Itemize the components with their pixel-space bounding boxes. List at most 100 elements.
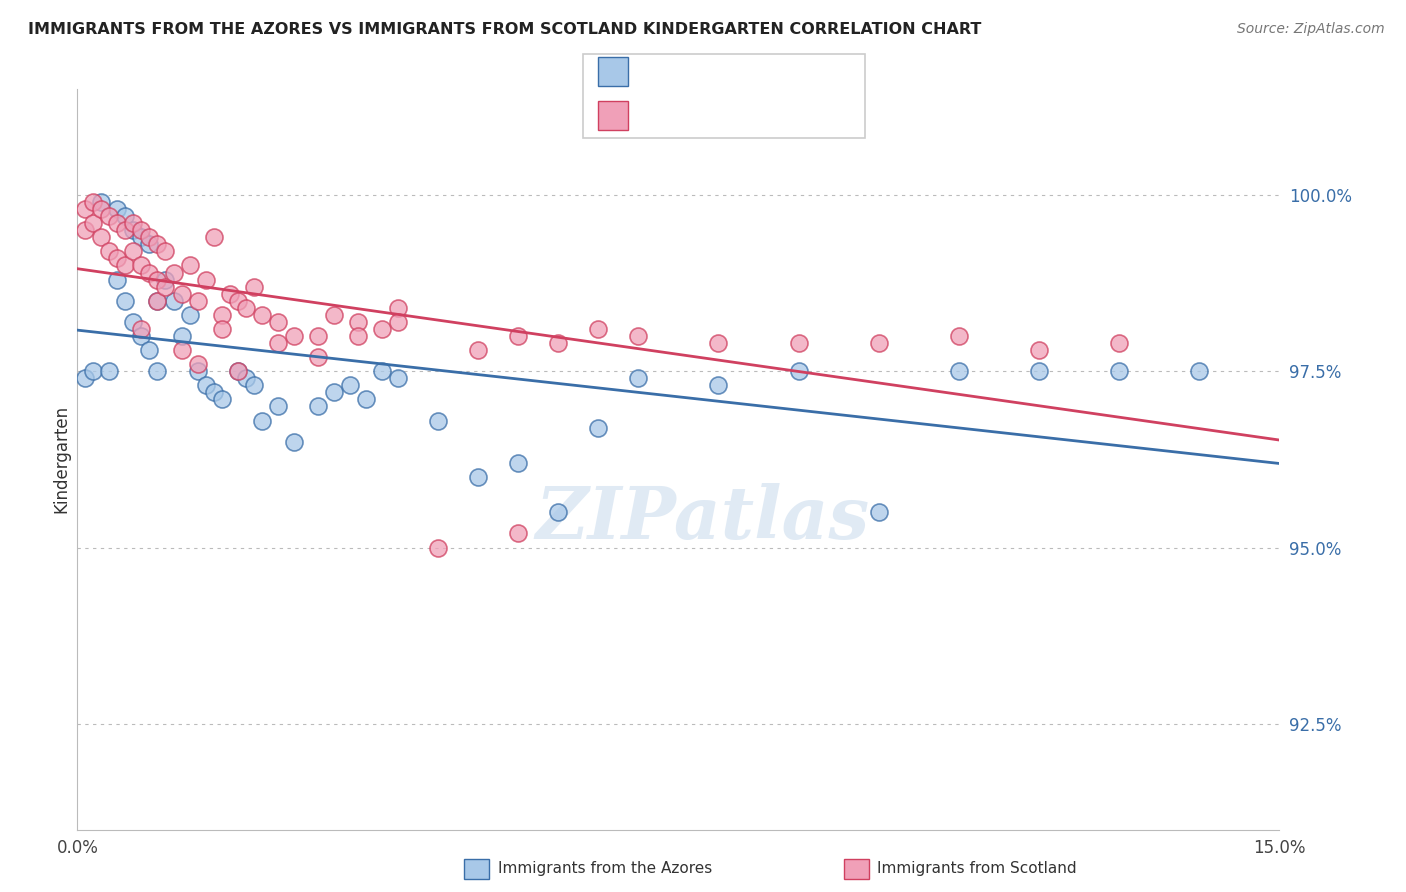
Point xyxy=(179,308,201,322)
Text: N =: N = xyxy=(731,62,779,80)
Point xyxy=(508,329,530,343)
Point xyxy=(90,230,112,244)
Point xyxy=(283,329,305,343)
Point xyxy=(1028,343,1050,357)
Point xyxy=(75,371,97,385)
Point xyxy=(162,266,184,280)
Text: 49: 49 xyxy=(785,62,808,80)
Point xyxy=(146,237,169,252)
Point xyxy=(346,329,368,343)
Text: R =: R = xyxy=(640,106,676,125)
Point xyxy=(107,216,129,230)
Point xyxy=(387,315,409,329)
Point xyxy=(107,272,129,286)
Point xyxy=(283,434,305,449)
Point xyxy=(1108,336,1130,351)
Point xyxy=(787,336,810,351)
Point xyxy=(250,308,273,322)
Text: Immigrants from Scotland: Immigrants from Scotland xyxy=(877,862,1077,876)
Point xyxy=(90,202,112,216)
Text: 0.018: 0.018 xyxy=(679,62,731,80)
Point xyxy=(346,315,368,329)
Point xyxy=(202,385,225,400)
Text: IMMIGRANTS FROM THE AZORES VS IMMIGRANTS FROM SCOTLAND KINDERGARTEN CORRELATION : IMMIGRANTS FROM THE AZORES VS IMMIGRANTS… xyxy=(28,22,981,37)
Point xyxy=(162,293,184,308)
Point xyxy=(948,364,970,378)
Point xyxy=(547,505,569,519)
Text: 64: 64 xyxy=(785,106,807,125)
Point xyxy=(387,301,409,315)
Point xyxy=(242,378,264,392)
Point xyxy=(627,371,650,385)
Point xyxy=(146,293,169,308)
Point xyxy=(627,329,650,343)
Point xyxy=(868,505,890,519)
Point xyxy=(98,244,121,259)
Point xyxy=(1028,364,1050,378)
Point xyxy=(155,244,177,259)
Point xyxy=(339,378,361,392)
Text: N =: N = xyxy=(731,106,779,125)
Point xyxy=(387,371,409,385)
Point xyxy=(75,223,97,237)
Point xyxy=(138,230,160,244)
Point xyxy=(588,420,610,434)
Point xyxy=(467,470,489,484)
Y-axis label: Kindergarten: Kindergarten xyxy=(52,405,70,514)
Point xyxy=(226,364,249,378)
Point xyxy=(82,216,104,230)
Point xyxy=(122,315,145,329)
Point xyxy=(114,223,136,237)
Point xyxy=(131,329,153,343)
Point xyxy=(146,293,169,308)
Point xyxy=(588,322,610,336)
Point xyxy=(242,279,264,293)
Point xyxy=(138,266,160,280)
Point xyxy=(307,350,329,364)
Point xyxy=(354,392,377,407)
Point xyxy=(508,456,530,470)
Point xyxy=(114,209,136,223)
Point xyxy=(186,293,209,308)
Point xyxy=(868,336,890,351)
Point xyxy=(211,322,233,336)
Point xyxy=(322,385,344,400)
Point xyxy=(211,392,233,407)
Point xyxy=(250,414,273,428)
Point xyxy=(131,259,153,273)
Point xyxy=(155,272,177,286)
Text: R =: R = xyxy=(640,62,676,80)
Point xyxy=(114,293,136,308)
Point xyxy=(235,371,257,385)
Point xyxy=(707,378,730,392)
Point xyxy=(307,329,329,343)
Point xyxy=(138,237,160,252)
Point xyxy=(508,526,530,541)
Text: Immigrants from the Azores: Immigrants from the Azores xyxy=(498,862,711,876)
Point xyxy=(138,343,160,357)
Point xyxy=(82,194,104,209)
Point xyxy=(131,322,153,336)
Text: ZIPatlas: ZIPatlas xyxy=(536,483,869,554)
Point xyxy=(307,400,329,414)
Point xyxy=(82,364,104,378)
Point xyxy=(131,223,153,237)
Point xyxy=(1108,364,1130,378)
Point xyxy=(267,336,290,351)
Point xyxy=(179,259,201,273)
Point xyxy=(211,308,233,322)
Text: 0.284: 0.284 xyxy=(679,106,731,125)
Point xyxy=(427,541,450,555)
Point xyxy=(170,343,193,357)
Point xyxy=(170,286,193,301)
Point xyxy=(226,293,249,308)
Point xyxy=(427,414,450,428)
Point xyxy=(75,202,97,216)
Point xyxy=(267,315,290,329)
Point xyxy=(707,336,730,351)
Point xyxy=(467,343,489,357)
Point xyxy=(787,364,810,378)
Point xyxy=(122,223,145,237)
Point xyxy=(107,202,129,216)
Point xyxy=(235,301,257,315)
